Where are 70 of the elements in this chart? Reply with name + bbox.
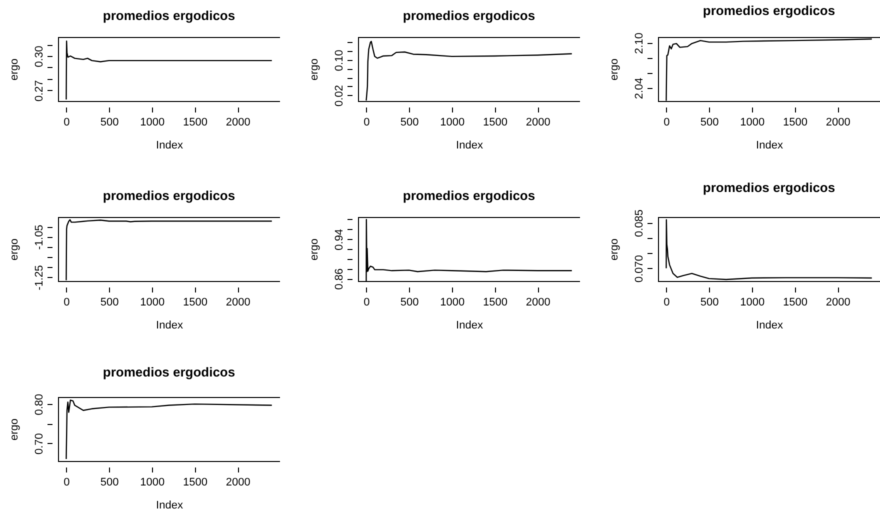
- x-tick-label: 1000: [740, 296, 765, 308]
- x-tick-label: 1500: [782, 296, 808, 308]
- x-tick-label: 1000: [140, 476, 165, 488]
- x-tick-label: 500: [100, 296, 119, 308]
- x-tick-label: 2000: [826, 116, 850, 128]
- x-tick-label: 1500: [482, 116, 508, 128]
- y-tick-label: -1.05: [34, 224, 46, 250]
- y-tick-label: 0.30: [34, 46, 46, 68]
- x-axis-title: Index: [456, 140, 484, 152]
- x-tick-label: 1000: [440, 116, 465, 128]
- x-axis-title: Index: [156, 500, 184, 512]
- x-axis-title: Index: [756, 320, 784, 332]
- y-tick-label: 0.070: [634, 254, 646, 283]
- x-tick-label: 0: [364, 116, 370, 128]
- x-tick-label: 500: [400, 116, 419, 128]
- x-tick-label: 2000: [526, 296, 550, 308]
- chart-title: promedios ergodicos: [102, 188, 236, 203]
- x-tick-label: 1000: [140, 296, 165, 308]
- y-tick-label: 0.86: [334, 268, 346, 290]
- x-tick-label: 2000: [826, 296, 850, 308]
- chart-title: promedios ergodicos: [102, 364, 236, 380]
- x-tick-label: 0: [664, 116, 670, 128]
- x-tick-label: 1000: [740, 116, 765, 128]
- x-tick-label: 1000: [440, 296, 465, 308]
- x-tick-label: 500: [400, 296, 419, 308]
- x-tick-label: 0: [364, 296, 370, 308]
- y-tick-label: 2.04: [634, 78, 646, 100]
- x-tick-label: 1500: [182, 296, 208, 308]
- x-tick-label: 1500: [482, 296, 508, 308]
- y-tick-label: 0.80: [34, 394, 46, 416]
- x-tick-label: 500: [100, 476, 119, 488]
- y-tick-label: 0.02: [334, 85, 346, 106]
- y-tick-label: 0.27: [34, 80, 46, 102]
- y-axis-title: ergo: [308, 58, 320, 81]
- y-axis-title: ergo: [608, 58, 620, 81]
- x-tick-label: 1500: [182, 116, 208, 128]
- x-axis-title: Index: [156, 320, 184, 332]
- x-tick-label: 2000: [226, 296, 250, 308]
- y-axis-title: ergo: [8, 238, 20, 261]
- y-tick-label: 0.10: [334, 50, 346, 72]
- x-tick-label: 500: [700, 116, 719, 128]
- y-axis-title: ergo: [8, 418, 20, 441]
- y-tick-label: 0.70: [34, 433, 46, 455]
- x-tick-label: 1500: [782, 116, 808, 128]
- x-tick-label: 0: [64, 476, 70, 488]
- y-axis-title: ergo: [8, 58, 20, 81]
- x-tick-label: 2000: [226, 116, 250, 128]
- x-tick-label: 2000: [526, 116, 550, 128]
- x-tick-label: 1000: [140, 116, 165, 128]
- chart-title: promedios ergodicos: [702, 180, 836, 195]
- y-tick-label: 0.94: [334, 228, 346, 250]
- y-tick-label: 0.085: [634, 209, 646, 238]
- chart-title: promedios ergodicos: [102, 8, 236, 23]
- x-tick-label: 500: [100, 116, 119, 128]
- x-axis-title: Index: [756, 140, 784, 152]
- x-tick-label: 2000: [226, 476, 250, 488]
- chart-title: promedios ergodicos: [702, 3, 836, 18]
- x-tick-label: 500: [700, 296, 719, 308]
- x-tick-label: 1500: [182, 476, 208, 488]
- x-tick-label: 0: [664, 296, 670, 308]
- x-axis-title: Index: [456, 320, 484, 332]
- x-tick-label: 0: [64, 116, 70, 128]
- chart-title: promedios ergodicos: [402, 188, 536, 203]
- x-axis-title: Index: [156, 140, 184, 152]
- y-tick-label: 2.10: [634, 32, 646, 54]
- x-tick-label: 0: [64, 296, 70, 308]
- y-axis-title: ergo: [608, 238, 620, 261]
- y-tick-label: -1.25: [34, 265, 46, 290]
- y-axis-title: ergo: [308, 238, 320, 261]
- chart-title: promedios ergodicos: [402, 8, 536, 23]
